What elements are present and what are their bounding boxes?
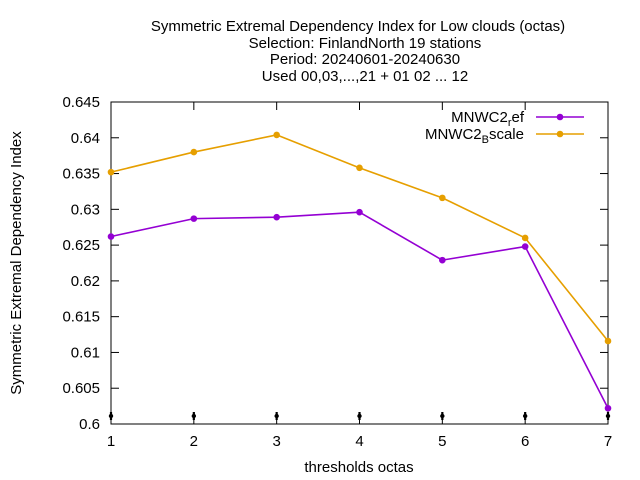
- threshold-marker-dot: [522, 413, 528, 419]
- y-axis-label: Symmetric Extremal Dependency Index: [8, 131, 25, 395]
- title-line-3: Period: 20240601-20240630: [270, 51, 460, 68]
- data-point: [273, 213, 280, 221]
- legend-item-1: MNWC2ref: [451, 109, 584, 129]
- legend-swatch-point: [556, 130, 564, 138]
- y-tick-label: 0.615: [62, 309, 100, 326]
- data-point: [604, 404, 612, 412]
- data-point: [190, 215, 198, 222]
- data-point: [521, 234, 529, 242]
- y-tick-label: 0.63: [71, 201, 100, 218]
- x-tick-label: 1: [107, 433, 115, 450]
- threshold-marker-dot: [108, 413, 114, 419]
- legend-label: MNWC2Bscale: [425, 126, 524, 146]
- threshold-marker-dot: [191, 413, 197, 419]
- data-point: [439, 256, 446, 264]
- threshold-marker-dot: [440, 413, 445, 419]
- data-point: [356, 208, 363, 216]
- y-tick-label: 0.605: [62, 380, 100, 397]
- title-line-1: Symmetric Extremal Dependency Index for …: [151, 18, 565, 35]
- threshold-markers: [108, 412, 611, 420]
- title-line-4: Used 00,03,...,21 + 01 02 ... 12: [262, 68, 468, 85]
- x-tick-label: 3: [272, 433, 280, 450]
- y-tick-label: 0.625: [62, 237, 100, 254]
- data-point: [190, 148, 198, 156]
- chart-title: Symmetric Extremal Dependency Index for …: [151, 18, 565, 85]
- x-tick-label: 4: [355, 433, 363, 450]
- series-layer: [107, 131, 612, 412]
- legend-label: MNWC2ref: [451, 109, 525, 129]
- data-point: [356, 164, 363, 172]
- legend-label-main: MNWC2: [425, 126, 482, 143]
- data-point: [604, 337, 612, 345]
- data-point: [107, 233, 115, 240]
- y-tick-label: 0.61: [71, 344, 100, 361]
- y-tick-label: 0.635: [62, 166, 100, 183]
- legend-label-sub: r: [508, 117, 512, 129]
- series-1: [107, 208, 612, 412]
- legend-label-tail: scale: [489, 126, 524, 143]
- series-2: [107, 131, 612, 345]
- x-tick-label: 5: [438, 433, 446, 450]
- legend-label-tail: ef: [511, 109, 524, 126]
- y-axis: 0.6 0.605 0.61 0.615 0.62 0.625 0.63 0.635 0.64 0…: [62, 94, 608, 433]
- data-point: [107, 168, 115, 176]
- title-line-2: Selection: FinlandNorth 19 stations: [249, 35, 482, 52]
- data-point: [439, 194, 446, 202]
- y-tick-label: 0.64: [71, 130, 100, 147]
- x-tick-label: 2: [190, 433, 198, 450]
- threshold-marker-dot: [605, 413, 611, 419]
- legend-swatch-point: [556, 113, 564, 121]
- threshold-marker-dot: [274, 413, 279, 419]
- x-tick-label: 6: [521, 433, 529, 450]
- legend-label-sub: B: [482, 134, 489, 146]
- x-axis-label: thresholds octas: [304, 459, 413, 476]
- legend-item-2: MNWC2Bscale: [425, 126, 584, 146]
- y-tick-label: 0.645: [62, 94, 100, 111]
- y-tick-label: 0.62: [71, 273, 100, 290]
- y-tick-label: 0.6: [79, 416, 100, 433]
- threshold-marker-dot: [357, 413, 362, 419]
- legend-label-main: MNWC2: [451, 109, 508, 126]
- data-point: [521, 243, 529, 250]
- data-point: [273, 131, 280, 139]
- x-tick-label: 7: [604, 433, 612, 450]
- series-line: [110, 211, 609, 409]
